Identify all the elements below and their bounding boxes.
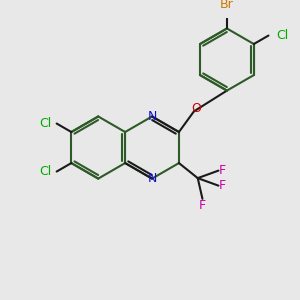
Text: Br: Br xyxy=(220,0,234,11)
Text: F: F xyxy=(199,199,206,212)
Text: Cl: Cl xyxy=(276,29,288,42)
Text: N: N xyxy=(147,110,157,123)
Text: F: F xyxy=(219,179,226,192)
Text: F: F xyxy=(219,164,226,177)
Text: N: N xyxy=(147,172,157,185)
Text: Cl: Cl xyxy=(40,117,52,130)
Text: Cl: Cl xyxy=(40,165,52,178)
Text: O: O xyxy=(191,102,201,115)
